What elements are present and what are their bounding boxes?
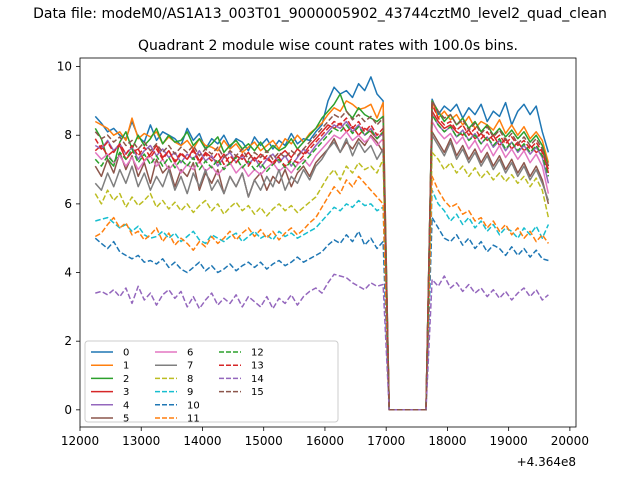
legend-label-3: 3 xyxy=(123,387,129,398)
legend-label-13: 13 xyxy=(251,361,264,372)
y-tick-label: 10 xyxy=(57,60,72,74)
x-tick-label: 16000 xyxy=(306,434,344,448)
x-tick-label: 15000 xyxy=(245,434,283,448)
series-line-13 xyxy=(94,103,550,411)
x-tick-label: 18000 xyxy=(428,434,466,448)
legend-label-12: 12 xyxy=(251,348,264,359)
legend-label-4: 4 xyxy=(123,400,129,411)
chart-suptitle: Data file: modeM0/AS1A13_003T01_90000059… xyxy=(33,6,607,22)
series-line-14 xyxy=(95,273,549,411)
series-line-6 xyxy=(94,120,550,411)
series-line-11 xyxy=(94,175,550,411)
legend-label-14: 14 xyxy=(251,374,264,385)
legend-label-2: 2 xyxy=(123,374,129,385)
x-tick-label: 12000 xyxy=(61,434,99,448)
series-line-4 xyxy=(94,113,550,411)
plot-frame xyxy=(79,57,577,428)
y-tick-label: 2 xyxy=(64,334,72,348)
x-offset-label: +4.364e8 xyxy=(517,455,576,469)
x-axis: 12000 13000 14000 15000 16000 17000 18000 19000… xyxy=(61,427,589,448)
legend-label-9: 9 xyxy=(187,387,193,398)
y-axis: 0 2 4 6 8 10 xyxy=(57,60,80,417)
series-line-15 xyxy=(94,100,550,411)
legend-label-7: 7 xyxy=(187,361,193,372)
series-line-0 xyxy=(94,76,550,411)
legend-label-5: 5 xyxy=(123,414,129,425)
x-tick-label: 13000 xyxy=(122,434,160,448)
x-tick-label: 17000 xyxy=(367,434,405,448)
legend-label-10: 10 xyxy=(187,400,200,411)
series-line-5 xyxy=(94,131,550,411)
legend-label-0: 0 xyxy=(123,348,129,359)
series-line-9 xyxy=(95,189,550,411)
legend-label-6: 6 xyxy=(187,348,193,359)
series-layer xyxy=(94,76,550,411)
legend-box xyxy=(84,340,339,423)
chart-title: Quadrant 2 module wise count rates with … xyxy=(138,38,518,54)
x-tick-label: 19000 xyxy=(490,434,528,448)
series-line-12 xyxy=(94,113,550,411)
x-tick-label: 20000 xyxy=(551,434,589,448)
series-line-8 xyxy=(94,151,550,411)
y-tick-label: 4 xyxy=(64,266,72,280)
y-tick-label: 8 xyxy=(64,128,72,142)
legend-label-11: 11 xyxy=(187,414,200,425)
x-tick-label: 14000 xyxy=(183,434,221,448)
y-tick-label: 0 xyxy=(64,403,72,417)
series-line-7 xyxy=(94,134,550,411)
legend-label-8: 8 xyxy=(187,374,193,385)
y-tick-label: 6 xyxy=(64,197,72,211)
legend-label-15: 15 xyxy=(251,387,264,398)
series-line-2 xyxy=(94,93,550,411)
legend-label-1: 1 xyxy=(123,361,129,372)
